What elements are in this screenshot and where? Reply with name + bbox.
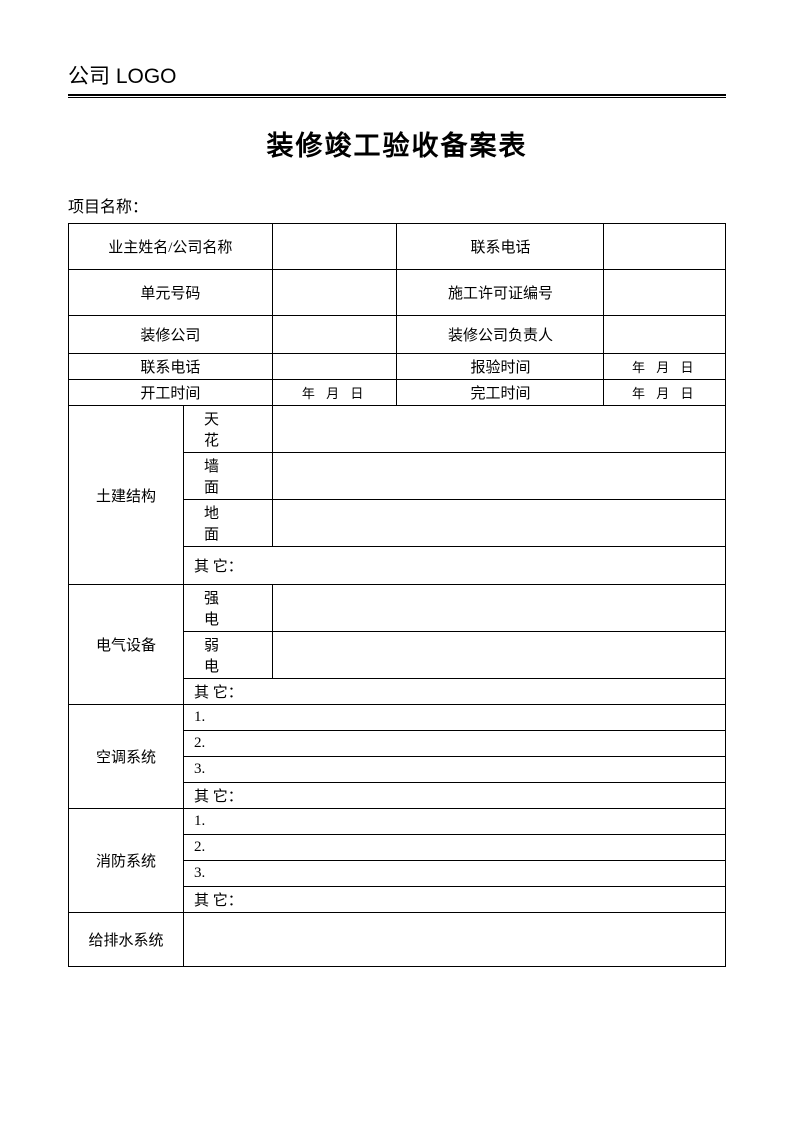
contact-phone-value[interactable] — [272, 354, 397, 380]
plumbing-value[interactable] — [183, 913, 725, 967]
electrical-weak-label: 弱 电 — [183, 632, 272, 679]
report-time-value[interactable]: 年 月 日 — [604, 354, 726, 380]
contact-phone-label: 联系电话 — [69, 354, 273, 380]
permit-label: 施工许可证编号 — [397, 270, 604, 316]
fire-item-2[interactable]: 2. — [183, 835, 725, 861]
company-logo: 公司 LOGO — [68, 60, 726, 94]
electrical-other-label[interactable]: 其 它： — [183, 679, 725, 705]
civil-floor-value[interactable] — [272, 500, 725, 547]
report-time-label: 报验时间 — [397, 354, 604, 380]
company-mgr-value[interactable] — [604, 316, 726, 354]
electrical-strong-value[interactable] — [272, 585, 725, 632]
permit-value[interactable] — [604, 270, 726, 316]
start-time-value[interactable]: 年 月 日 — [272, 380, 397, 406]
section-civil-label: 土建结构 — [69, 406, 184, 585]
document-title: 装修竣工验收备案表 — [68, 124, 726, 163]
phone-value[interactable] — [604, 224, 726, 270]
owner-value[interactable] — [272, 224, 397, 270]
project-name-label: 项目名称： — [68, 193, 726, 217]
civil-ceiling-value[interactable] — [272, 406, 725, 453]
unit-value[interactable] — [272, 270, 397, 316]
hvac-other-label[interactable]: 其 它： — [183, 783, 725, 809]
fire-other-label[interactable]: 其 它： — [183, 887, 725, 913]
section-fire-label: 消防系统 — [69, 809, 184, 913]
civil-other-label[interactable]: 其 它： — [183, 547, 725, 585]
civil-ceiling-label: 天 花 — [183, 406, 272, 453]
fire-item-1[interactable]: 1. — [183, 809, 725, 835]
civil-wall-label: 墙 面 — [183, 453, 272, 500]
phone-label: 联系电话 — [397, 224, 604, 270]
company-label: 装修公司 — [69, 316, 273, 354]
company-mgr-label: 装修公司负责人 — [397, 316, 604, 354]
hvac-item-3[interactable]: 3. — [183, 757, 725, 783]
section-plumbing-label: 给排水系统 — [69, 913, 184, 967]
civil-floor-label: 地 面 — [183, 500, 272, 547]
start-time-label: 开工时间 — [69, 380, 273, 406]
electrical-weak-value[interactable] — [272, 632, 725, 679]
hvac-item-2[interactable]: 2. — [183, 731, 725, 757]
company-value[interactable] — [272, 316, 397, 354]
civil-wall-value[interactable] — [272, 453, 725, 500]
section-electrical-label: 电气设备 — [69, 585, 184, 705]
inspection-form-table: 业主姓名/公司名称 联系电话 单元号码 施工许可证编号 装修公司 装修公司负责人… — [68, 223, 726, 967]
electrical-strong-label: 强 电 — [183, 585, 272, 632]
unit-label: 单元号码 — [69, 270, 273, 316]
section-hvac-label: 空调系统 — [69, 705, 184, 809]
fire-item-3[interactable]: 3. — [183, 861, 725, 887]
hvac-item-1[interactable]: 1. — [183, 705, 725, 731]
header-rule — [68, 94, 726, 98]
owner-label: 业主姓名/公司名称 — [69, 224, 273, 270]
end-time-label: 完工时间 — [397, 380, 604, 406]
end-time-value[interactable]: 年 月 日 — [604, 380, 726, 406]
